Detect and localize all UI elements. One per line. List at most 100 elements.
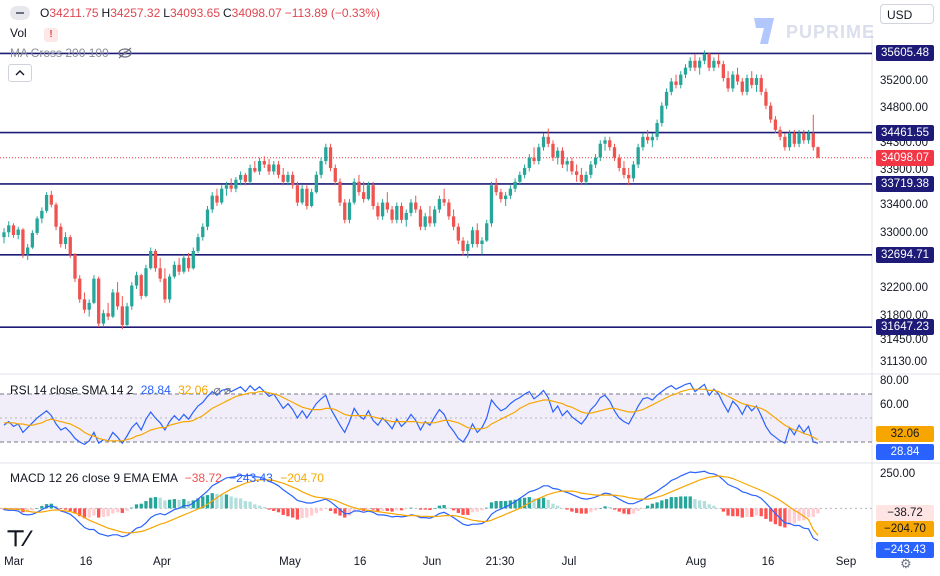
macd-histogram-bar [253, 504, 257, 509]
candle-body [286, 174, 290, 182]
candle-body [527, 157, 531, 168]
macd-histogram-bar [489, 502, 494, 509]
macd-histogram-bar [215, 493, 219, 509]
macd-line [3, 470, 819, 542]
macd-histogram-bar [149, 497, 153, 509]
macd-histogram-bar [139, 503, 143, 509]
ohlc-item: L34093.65 [163, 6, 220, 20]
price-tick-label: 31450.00 [880, 333, 928, 346]
candle-body [622, 167, 626, 175]
level-price-tag: 33719.38 [876, 175, 934, 192]
macd-histogram-bar [778, 508, 782, 527]
macd-histogram-bar [447, 507, 451, 509]
macd-histogram-bar [300, 508, 304, 519]
collapse-indicators-button[interactable] [8, 64, 32, 82]
candle-body [54, 204, 58, 227]
candle-body [139, 275, 143, 296]
candle-body [300, 188, 304, 203]
macd-histogram-bar [115, 508, 120, 513]
candle-body [750, 78, 754, 85]
currency-selector[interactable]: USD [880, 4, 934, 24]
candle-body [234, 179, 238, 189]
candle-body [508, 188, 513, 196]
candle-body [414, 202, 418, 210]
candle-body [92, 278, 96, 303]
macd-pane [0, 470, 872, 542]
macd-histogram-bar [319, 508, 323, 511]
symbol-toggle-icon[interactable] [10, 6, 30, 20]
hidden-indicator-icon[interactable]: ⌀ ⌀ [213, 383, 232, 397]
macd-histogram-bar [333, 508, 337, 514]
macd-histogram-bar [30, 508, 35, 511]
candle-body [783, 136, 787, 148]
macd-histogram-bar [750, 508, 754, 517]
candle-body [759, 78, 763, 92]
settings-gear-icon[interactable]: ⚙ [900, 556, 912, 571]
macd-histogram-bar [59, 508, 63, 509]
candle-body [272, 164, 276, 172]
candle-body [281, 174, 285, 182]
macd-histogram-bar [783, 508, 787, 528]
macd-histogram-bar [78, 508, 82, 517]
candle-body [589, 164, 593, 175]
macd-histogram-bar [556, 505, 560, 509]
date-tick-label: May [279, 556, 301, 568]
macd-histogram-bar [97, 508, 101, 518]
macd-histogram-bar [541, 497, 546, 509]
macd-histogram-bar [735, 508, 740, 517]
macd-histogram-bar [92, 508, 96, 516]
macd-histogram-bar [338, 508, 342, 516]
candle-body [499, 192, 503, 200]
macd-histogram-bar [494, 501, 498, 509]
warning-icon[interactable]: ! [44, 28, 59, 42]
candle-body [314, 174, 318, 193]
macd-histogram-bar [414, 508, 418, 509]
macd-histogram-bar [636, 508, 640, 511]
candle-body [49, 194, 53, 205]
candle-body [437, 199, 442, 210]
candle-body [617, 157, 621, 168]
macd-histogram-bar [754, 508, 759, 516]
candle-body [186, 257, 191, 269]
level-price-tag: 31647.23 [876, 319, 934, 336]
macd-tick-label: 250.00 [880, 468, 916, 481]
candle-body [78, 278, 82, 300]
candle-body [456, 226, 460, 241]
macd-histogram-bar [101, 508, 106, 517]
macd-histogram-bar [243, 501, 248, 509]
date-tick-label: Jun [422, 556, 442, 568]
candle-body [44, 194, 49, 211]
macd-histogram-bar [163, 500, 167, 509]
candle-body [63, 237, 68, 245]
candle-body [731, 74, 735, 89]
hidden-eye-icon[interactable] [118, 47, 132, 62]
candle-body [163, 278, 167, 300]
price-tick-label: 33400.00 [880, 199, 928, 211]
macd-histogram-bar [513, 499, 517, 509]
candle-body [679, 74, 683, 85]
macd-histogram-bar [224, 494, 229, 509]
ma-cross-label[interactable]: MA Cross 200 100 [10, 46, 132, 62]
macd-histogram-value-tag: −38.72 [876, 505, 934, 522]
macd-histogram-bar [82, 508, 87, 519]
candle-body [707, 53, 711, 68]
macd-histogram-bar [470, 508, 475, 513]
macd-histogram-bar [409, 507, 413, 509]
macd-histogram-bar [698, 500, 702, 509]
candle-body [674, 81, 678, 85]
candle-body [579, 174, 584, 182]
macd-histogram-bar [347, 508, 352, 516]
candle-body [480, 240, 484, 245]
candle-body [683, 67, 688, 75]
candle-body [215, 195, 219, 203]
candle-body [518, 174, 522, 182]
candle-body [262, 161, 266, 165]
macd-histogram-bar [693, 499, 697, 509]
candle-body [570, 161, 574, 172]
macd-histogram-bar [537, 498, 541, 509]
macd-histogram-bar [380, 508, 385, 511]
chevron-up-icon [15, 70, 25, 76]
macd-histogram-bar [641, 508, 645, 509]
candle-body [603, 140, 607, 144]
candle-body [447, 202, 451, 217]
